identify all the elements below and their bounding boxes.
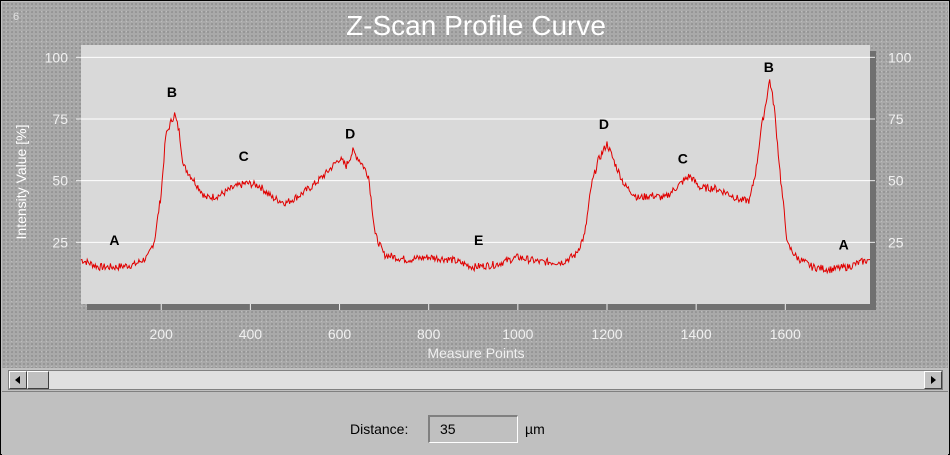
y-tick-label: 50 bbox=[52, 173, 68, 189]
x-tick-label: 800 bbox=[417, 326, 441, 342]
window-number: 6 bbox=[13, 11, 20, 23]
peak-label: D bbox=[599, 116, 609, 132]
arrow-right-icon bbox=[931, 376, 936, 384]
scroll-right-button[interactable] bbox=[924, 371, 942, 389]
x-tick-label: 1600 bbox=[770, 326, 801, 342]
chart-panel: 6 25 25 50 50 75 75 100 100 200 400 600 800 1000 1200… bbox=[2, 2, 948, 368]
x-tick-label: 600 bbox=[328, 326, 352, 342]
profile-chart: 25 25 50 50 75 75 100 100 200 400 600 800 1000 1200 14… bbox=[13, 10, 912, 361]
peak-label: A bbox=[109, 232, 119, 248]
plot-area bbox=[81, 45, 870, 304]
y-tick-label-right: 75 bbox=[888, 111, 904, 127]
y-tick-label: 25 bbox=[52, 234, 68, 250]
y-axis-label: Intensity Value [%] bbox=[13, 125, 29, 240]
peak-label: A bbox=[839, 237, 849, 253]
y-tick-label: 100 bbox=[45, 49, 69, 65]
x-axis-label: Measure Points bbox=[427, 345, 524, 361]
distance-unit: µm bbox=[525, 421, 545, 437]
peak-label: D bbox=[345, 126, 355, 142]
peak-label: B bbox=[167, 84, 177, 100]
peak-label: B bbox=[764, 59, 774, 75]
bottom-panel: Distance: 35 µm bbox=[2, 391, 948, 455]
arrow-left-icon bbox=[15, 376, 20, 384]
y-tick-label-right: 100 bbox=[888, 49, 912, 65]
scroll-left-button[interactable] bbox=[9, 371, 27, 389]
y-tick-label-right: 25 bbox=[888, 234, 904, 250]
x-tick-label: 1200 bbox=[591, 326, 622, 342]
x-tick-label: 1000 bbox=[502, 326, 533, 342]
distance-input[interactable]: 35 bbox=[428, 415, 518, 443]
chart-title: Z-Scan Profile Curve bbox=[346, 10, 606, 41]
intensity-curve bbox=[80, 79, 871, 275]
y-tick-label: 75 bbox=[52, 111, 68, 127]
peak-label: E bbox=[474, 232, 483, 248]
peak-label: C bbox=[678, 150, 688, 166]
y-tick-label-right: 50 bbox=[888, 173, 904, 189]
scroll-thumb[interactable] bbox=[27, 371, 49, 389]
distance-label: Distance: bbox=[350, 421, 409, 437]
x-tick-label: 400 bbox=[239, 326, 263, 342]
x-tick-label: 1400 bbox=[681, 326, 712, 342]
x-tick-label: 200 bbox=[150, 326, 174, 342]
horizontal-scrollbar[interactable] bbox=[8, 370, 943, 390]
peak-label: C bbox=[239, 148, 249, 164]
